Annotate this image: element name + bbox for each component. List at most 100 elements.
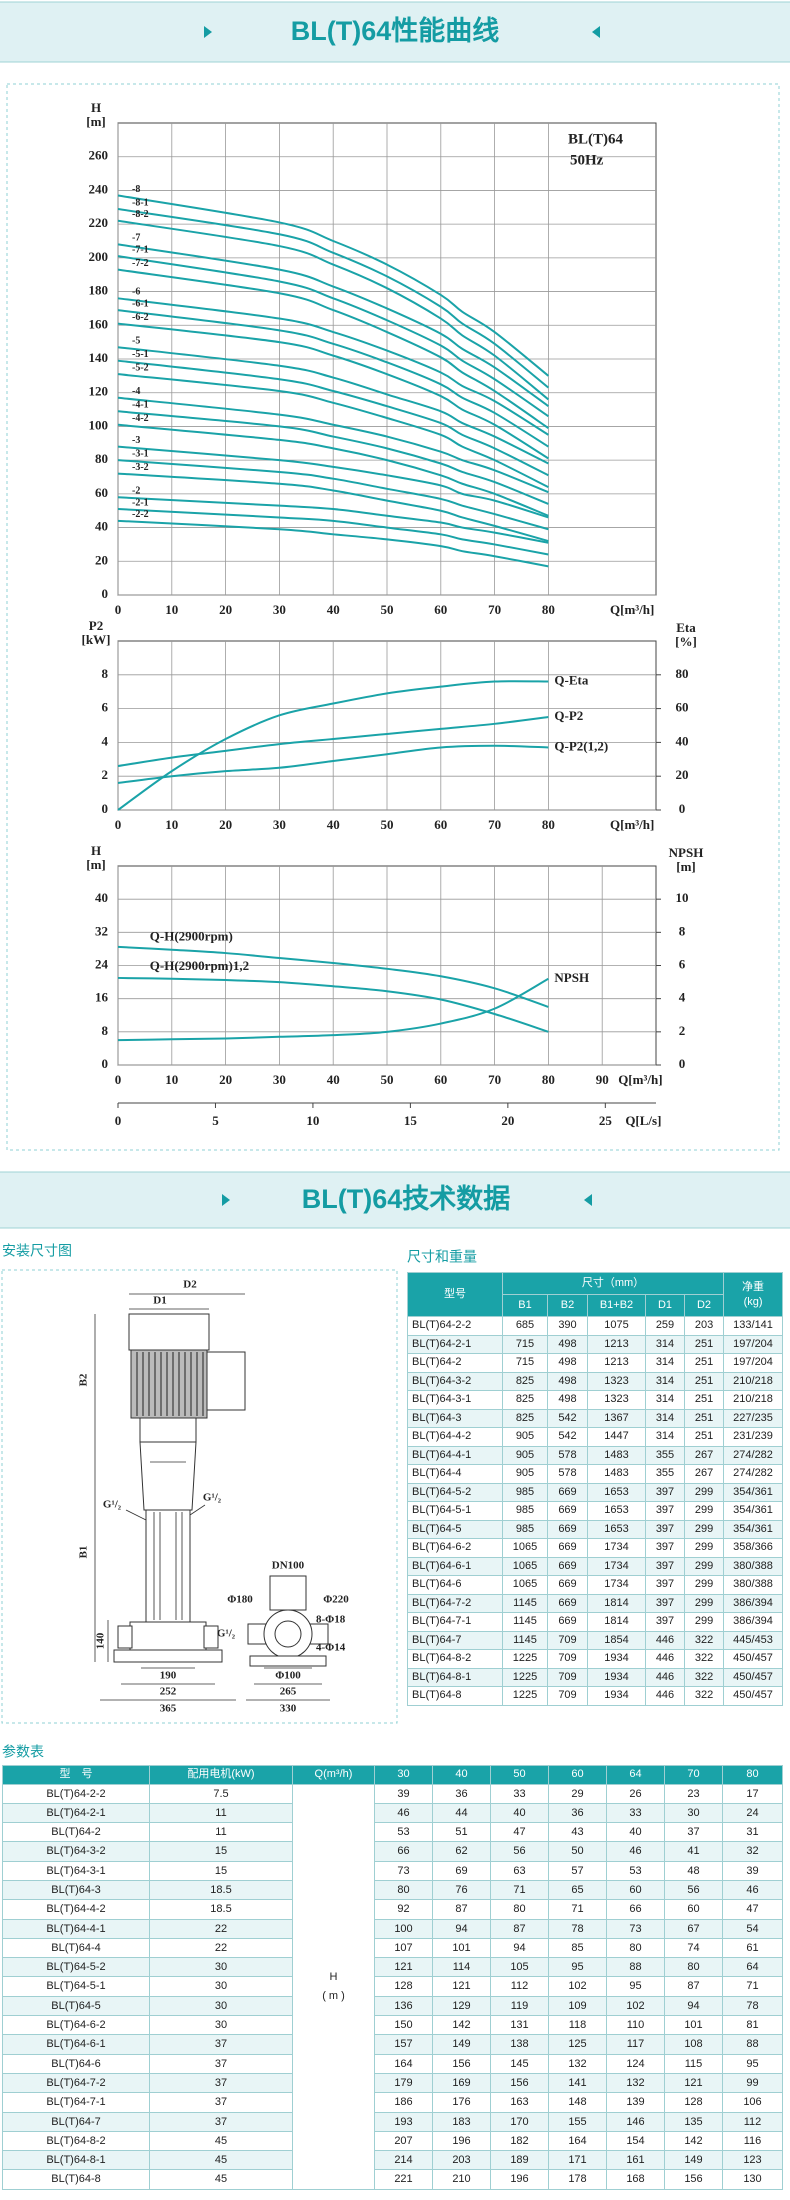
series-label: -2 [132, 486, 140, 497]
series-line [117, 346, 549, 465]
section-title: 安装尺寸图 [2, 1243, 72, 1259]
table-row: BL(T)64-7-1 1145 669 1814 397 299 386/394 [407, 1612, 784, 1632]
dimension-label: G¹/₂ [103, 1499, 122, 1511]
banner-arrow [222, 1194, 230, 1206]
table-cell: 709 [547, 1630, 588, 1650]
table-cell: 578 [547, 1445, 588, 1465]
table-cell: 43 [548, 1822, 607, 1843]
dimension-table: 型号 尺寸（mm） 净重 (kg) B1 B2 B1+B2 D1 D2 BL(T)64-2-2 68… [407, 1272, 784, 1706]
header-cell: 型号 [407, 1272, 503, 1317]
series-label: -2-1 [132, 497, 149, 508]
base-plate [113, 1649, 223, 1663]
x2-tick-label: 20 [501, 1113, 514, 1128]
table-cell: 112 [722, 2111, 783, 2132]
table-cell: BL(T)64-8-1 [407, 1667, 503, 1687]
table-cell: 498 [547, 1371, 588, 1391]
table-cell: 669 [547, 1538, 588, 1558]
table-cell: 23 [664, 1783, 723, 1804]
table-cell: 17 [722, 1783, 783, 1804]
table-cell: 36 [548, 1802, 607, 1824]
table-cell: 92 [374, 1899, 433, 1920]
table-cell: 446 [645, 1649, 685, 1669]
header-cell: 50 [490, 1765, 549, 1785]
x-tick-label: 80 [542, 817, 555, 832]
table-cell: 66 [606, 1899, 665, 1920]
table-cell: 65 [548, 1879, 607, 1901]
table-cell: 46 [374, 1802, 433, 1824]
table-cell: 322 [683, 1649, 725, 1669]
series-label: Q-H(2900rpm) [150, 929, 233, 944]
table-row: BL(T)64-3-1 15 73 69 63 57 53 48 39 [2, 1860, 783, 1881]
table-cell: 299 [683, 1575, 725, 1595]
table-cell: 314 [645, 1390, 685, 1410]
table-cell: 669 [547, 1501, 588, 1521]
table-cell: 133/141 [723, 1316, 784, 1336]
table-cell: 669 [547, 1575, 588, 1595]
table-cell: 299 [683, 1538, 725, 1558]
table-cell: 1145 [502, 1612, 548, 1632]
banner-title: BL(T)64性能曲线 [291, 15, 500, 46]
table-row: BL(T)64-4-2 18.5 92 87 80 71 66 60 47 [2, 1899, 783, 1920]
table-cell: 164 [374, 2053, 433, 2074]
section-title: 尺寸和重量 [407, 1249, 477, 1265]
y2-axis-unit: [m] [676, 859, 696, 874]
y-tick-label: 24 [95, 956, 109, 971]
series-line [117, 396, 549, 494]
table-cell: 397 [645, 1575, 685, 1595]
y-tick-label: 0 [102, 586, 109, 601]
table-cell: 397 [645, 1556, 685, 1576]
table-cell: 26 [606, 1783, 665, 1804]
table-cell: 64 [722, 1957, 783, 1978]
header-row: 型 号配用电机(kW) Q(m³/h) 30 40 50 60 64 70 80 [2, 1765, 783, 1785]
header-cell: D1 [645, 1294, 685, 1317]
table-cell: 176 [432, 2092, 491, 2113]
table-cell: BL(T)64-4-1 [2, 1918, 150, 1939]
dimension-label: 4-Φ14 [316, 1642, 346, 1654]
dimension-label: Φ180 [227, 1594, 253, 1606]
table-cell: 358/366 [723, 1538, 784, 1558]
table-cell: 142 [432, 2015, 491, 2036]
table-cell: BL(T)64-3 [2, 1879, 150, 1901]
banner-arrow [592, 26, 600, 38]
table-cell: 189 [490, 2150, 549, 2171]
table-cell: 99 [722, 2072, 783, 2094]
table-cell: 100 [374, 1918, 433, 1939]
table-row: BL(T)64-2 715 498 1213 314 251 197/204 [407, 1353, 784, 1373]
table-cell: 7.5 [149, 1783, 293, 1804]
table-cell: 81 [722, 2015, 783, 2036]
header-cell: B2 [547, 1294, 588, 1317]
table-cell: 669 [547, 1593, 588, 1613]
table-cell: 110 [606, 2015, 665, 2036]
table-cell: BL(T)64-2-1 [2, 1802, 150, 1824]
x-tick-label: 70 [488, 817, 501, 832]
table-head: 型 号配用电机(kW) Q(m³/h) 30 40 50 60 64 70 80 [2, 1765, 783, 1785]
table-cell: BL(T)64-4 [407, 1464, 503, 1484]
x2-tick-label: 0 [115, 1113, 122, 1128]
table-cell: 156 [664, 2169, 723, 2190]
table-cell: 136 [374, 1995, 433, 2017]
table-cell: 251 [683, 1371, 725, 1391]
table-cell: BL(T)64-6 [2, 2053, 150, 2074]
table-cell: 322 [683, 1667, 725, 1687]
table-cell: 76 [432, 1879, 491, 1901]
table-cell: 142 [664, 2130, 723, 2152]
table-cell: 45 [149, 2150, 293, 2171]
table-cell: 709 [547, 1667, 588, 1687]
table-cell: 168 [606, 2169, 665, 2190]
header-cell: 型 号 [2, 1765, 150, 1785]
banner [0, 2, 790, 62]
table-cell: 354/361 [723, 1519, 784, 1539]
table-cell: 355 [645, 1445, 685, 1465]
table-cell: 450/457 [723, 1686, 784, 1706]
dimension-label: 265 [280, 1686, 297, 1698]
series-line [117, 268, 549, 429]
table-cell: 85 [548, 1937, 607, 1959]
y-tick-label: 8 [102, 666, 109, 681]
table-cell: 157 [374, 2034, 433, 2055]
header-row: 型号 尺寸（mm） 净重 (kg) [407, 1272, 784, 1317]
x-tick-label: 70 [488, 1072, 501, 1087]
table-cell: 1483 [587, 1445, 646, 1465]
header-cell: B1+B2 [587, 1294, 646, 1317]
table-cell: 115 [664, 2053, 723, 2074]
